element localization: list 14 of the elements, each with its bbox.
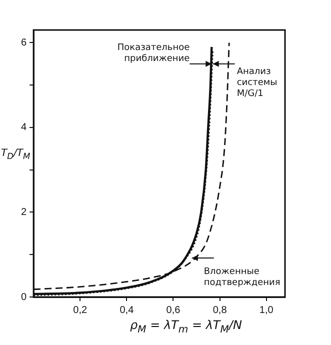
x-axis-title: ρ$_{M}$ = λT$_{m}$ = λT$_{M}$/N [130,318,242,336]
x-tick-label: 0,4 [120,304,134,316]
y-tick-label: 2 [21,206,27,218]
x-tick-label: 0,8 [212,304,228,316]
x-tick-label: 0,2 [73,304,88,316]
y-tick-label: 6 [21,37,27,48]
x-tick-label: 0,6 [166,304,181,316]
y-tick-label: 4 [21,122,27,134]
x-tick-label: 1,0 [259,304,274,316]
annotation: Показательное приближение [117,42,190,64]
annotation: Анализ системы M/G/1 [236,66,278,99]
annotation: Вложенные подтверждения [204,267,280,288]
y-axis-title: T$_{D}$/T$_{M}$ [1,148,30,161]
y-tick-label: 0 [21,292,27,303]
